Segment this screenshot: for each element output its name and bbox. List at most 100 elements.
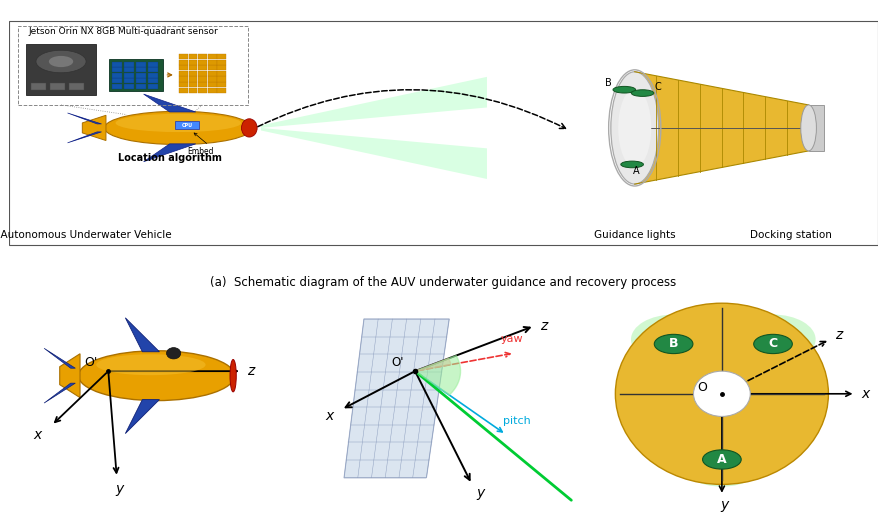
Bar bbox=[113, 67, 122, 72]
Bar bbox=[18, 26, 248, 105]
Bar bbox=[179, 60, 188, 65]
Bar bbox=[217, 77, 226, 81]
Bar bbox=[189, 54, 198, 59]
Bar bbox=[124, 67, 134, 72]
Ellipse shape bbox=[610, 72, 658, 184]
Bar bbox=[207, 88, 216, 93]
Bar bbox=[50, 83, 66, 90]
Text: z: z bbox=[540, 319, 547, 333]
Ellipse shape bbox=[229, 360, 236, 392]
Polygon shape bbox=[125, 400, 159, 434]
Bar bbox=[179, 54, 188, 59]
Bar bbox=[217, 54, 226, 59]
Bar bbox=[109, 59, 162, 91]
Ellipse shape bbox=[693, 371, 750, 417]
Bar bbox=[147, 67, 158, 72]
Ellipse shape bbox=[96, 354, 206, 375]
Bar bbox=[147, 73, 158, 78]
Polygon shape bbox=[44, 348, 75, 368]
Bar bbox=[147, 78, 158, 84]
Polygon shape bbox=[344, 319, 448, 478]
Bar bbox=[179, 82, 188, 87]
Bar bbox=[207, 65, 216, 70]
Bar bbox=[179, 88, 188, 93]
Text: y: y bbox=[476, 487, 484, 501]
Bar bbox=[217, 60, 226, 65]
Text: Location algorithm: Location algorithm bbox=[118, 153, 222, 163]
Bar bbox=[198, 71, 206, 76]
Text: (a)  Schematic diagram of the AUV underwater guidance and recovery process: (a) Schematic diagram of the AUV underwa… bbox=[210, 276, 676, 289]
Polygon shape bbox=[144, 94, 196, 112]
Polygon shape bbox=[634, 72, 808, 184]
Text: y: y bbox=[719, 498, 728, 512]
Text: O: O bbox=[696, 381, 706, 394]
Ellipse shape bbox=[241, 119, 257, 137]
Text: C: C bbox=[654, 82, 661, 92]
Polygon shape bbox=[44, 383, 75, 403]
Text: x: x bbox=[860, 387, 868, 401]
Bar bbox=[189, 77, 198, 81]
Bar bbox=[113, 62, 122, 67]
Text: B: B bbox=[604, 78, 611, 88]
Polygon shape bbox=[260, 77, 486, 128]
Ellipse shape bbox=[702, 450, 741, 469]
Text: x: x bbox=[33, 428, 42, 442]
Polygon shape bbox=[415, 359, 451, 371]
Text: Jetson Orin NX 8GB: Jetson Orin NX 8GB bbox=[28, 27, 115, 36]
Bar bbox=[217, 71, 226, 76]
Bar bbox=[189, 82, 198, 87]
Text: yaw: yaw bbox=[500, 335, 523, 345]
Bar bbox=[136, 73, 145, 78]
Bar bbox=[207, 77, 216, 81]
Ellipse shape bbox=[615, 303, 828, 484]
Polygon shape bbox=[144, 144, 196, 162]
Bar bbox=[27, 44, 96, 94]
Bar bbox=[113, 84, 122, 89]
Bar bbox=[207, 82, 216, 87]
Text: z: z bbox=[835, 328, 842, 342]
Bar bbox=[808, 105, 823, 151]
Bar bbox=[124, 78, 134, 84]
Bar bbox=[217, 82, 226, 87]
Bar bbox=[124, 84, 134, 89]
Bar bbox=[136, 67, 145, 72]
Bar bbox=[136, 84, 145, 89]
Polygon shape bbox=[59, 354, 80, 398]
Text: C: C bbox=[767, 338, 777, 350]
Bar bbox=[136, 62, 145, 67]
Bar bbox=[136, 78, 145, 84]
Ellipse shape bbox=[36, 50, 86, 73]
Text: Embed: Embed bbox=[187, 147, 214, 156]
Bar bbox=[189, 71, 198, 76]
Text: pitch: pitch bbox=[503, 416, 531, 426]
Bar bbox=[124, 73, 134, 78]
Text: Multi-quadrant sensor: Multi-quadrant sensor bbox=[117, 27, 217, 36]
Bar bbox=[217, 88, 226, 93]
Bar bbox=[179, 65, 188, 70]
Bar bbox=[179, 77, 188, 81]
Bar bbox=[189, 60, 198, 65]
Text: Docking station: Docking station bbox=[750, 230, 831, 240]
Text: CPU: CPU bbox=[182, 123, 192, 128]
Ellipse shape bbox=[618, 89, 650, 167]
Text: B: B bbox=[668, 338, 678, 350]
Bar bbox=[198, 54, 206, 59]
Ellipse shape bbox=[115, 114, 241, 132]
Ellipse shape bbox=[630, 315, 715, 364]
Bar bbox=[179, 71, 188, 76]
Bar bbox=[9, 21, 877, 245]
Ellipse shape bbox=[800, 105, 815, 151]
Bar bbox=[198, 65, 206, 70]
Text: AUV:Autonomous Underwater Vehicle: AUV:Autonomous Underwater Vehicle bbox=[0, 230, 172, 240]
Text: A: A bbox=[633, 166, 639, 176]
Bar bbox=[217, 65, 226, 70]
Bar bbox=[198, 77, 206, 81]
Text: Guidance lights: Guidance lights bbox=[594, 230, 675, 240]
Polygon shape bbox=[67, 132, 101, 143]
Text: A: A bbox=[716, 453, 726, 466]
Bar bbox=[189, 88, 198, 93]
Bar bbox=[198, 60, 206, 65]
Bar bbox=[198, 88, 206, 93]
Bar bbox=[124, 62, 134, 67]
Ellipse shape bbox=[679, 437, 764, 487]
